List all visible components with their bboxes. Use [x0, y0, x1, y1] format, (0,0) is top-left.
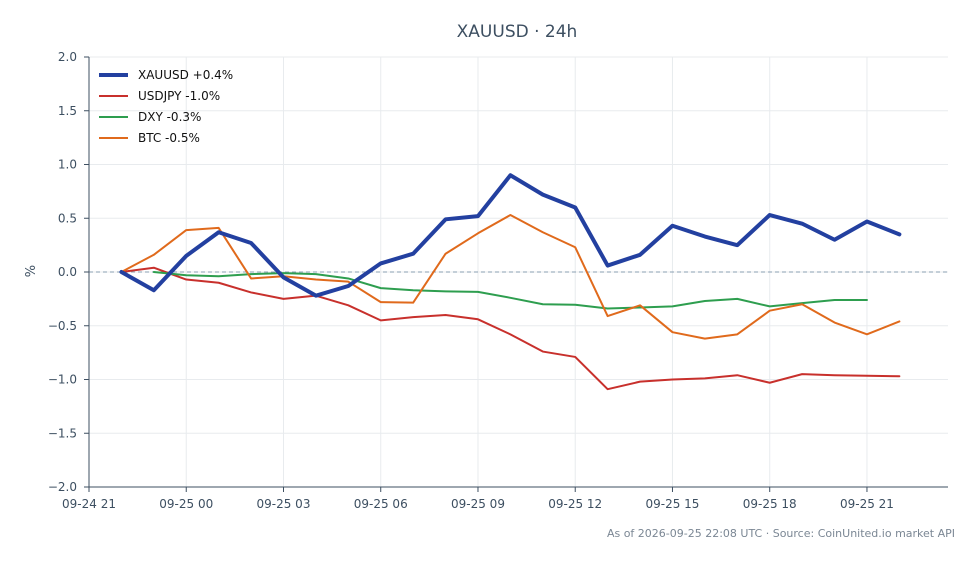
- x-tick-label: 09-25 18: [743, 497, 797, 511]
- y-tick-label: 1.0: [58, 158, 77, 172]
- x-tick-label: 09-25 06: [354, 497, 408, 511]
- y-tick-label: 0.0: [58, 265, 77, 279]
- axes: 2.0 1.5 1.0 0.5 0.0 −0.5 −1.0 −1.5 −2.0 09-24 21 0…: [48, 50, 948, 511]
- x-tick-label: 09-25 09: [451, 497, 505, 511]
- y-tick-label: −1.0: [48, 373, 77, 387]
- legend: XAUUSD +0.4% USDJPY -1.0% DXY -0.3% BTC -0.…: [99, 68, 233, 145]
- y-axis-label: %: [24, 265, 39, 277]
- series-line-usdjpy: [120, 266, 901, 391]
- y-tick-label: −0.5: [48, 319, 77, 333]
- x-tick-label: 09-25 12: [548, 497, 602, 511]
- series-lines: [119, 173, 902, 391]
- x-tick-label: 09-25 21: [840, 497, 894, 511]
- legend-label-btc: BTC -0.5%: [138, 131, 200, 145]
- grid-lines: [88, 56, 948, 488]
- legend-label-dxy: DXY -0.3%: [138, 110, 201, 124]
- series-line-btc: [120, 214, 901, 340]
- legend-label-xauusd: XAUUSD +0.4%: [138, 68, 233, 82]
- y-tick-label: 0.5: [58, 211, 77, 225]
- series-line-xauusd: [119, 173, 902, 298]
- y-tick-label: −1.5: [48, 426, 77, 440]
- y-tick-label: 1.5: [58, 104, 77, 118]
- footer-source: As of 2026-09-25 22:08 UTC · Source: Coi…: [607, 527, 955, 540]
- chart-title: XAUUSD · 24h: [457, 22, 578, 42]
- x-tick-label: 09-25 03: [257, 497, 311, 511]
- y-tick-label: 2.0: [58, 50, 77, 64]
- legend-label-usdjpy: USDJPY -1.0%: [138, 89, 220, 103]
- series-line-dxy: [152, 271, 868, 310]
- y-tick-label: −2.0: [48, 480, 77, 494]
- x-tick-label: 09-25 00: [159, 497, 213, 511]
- x-tick-label: 09-24 21: [62, 497, 116, 511]
- x-tick-label: 09-25 15: [645, 497, 699, 511]
